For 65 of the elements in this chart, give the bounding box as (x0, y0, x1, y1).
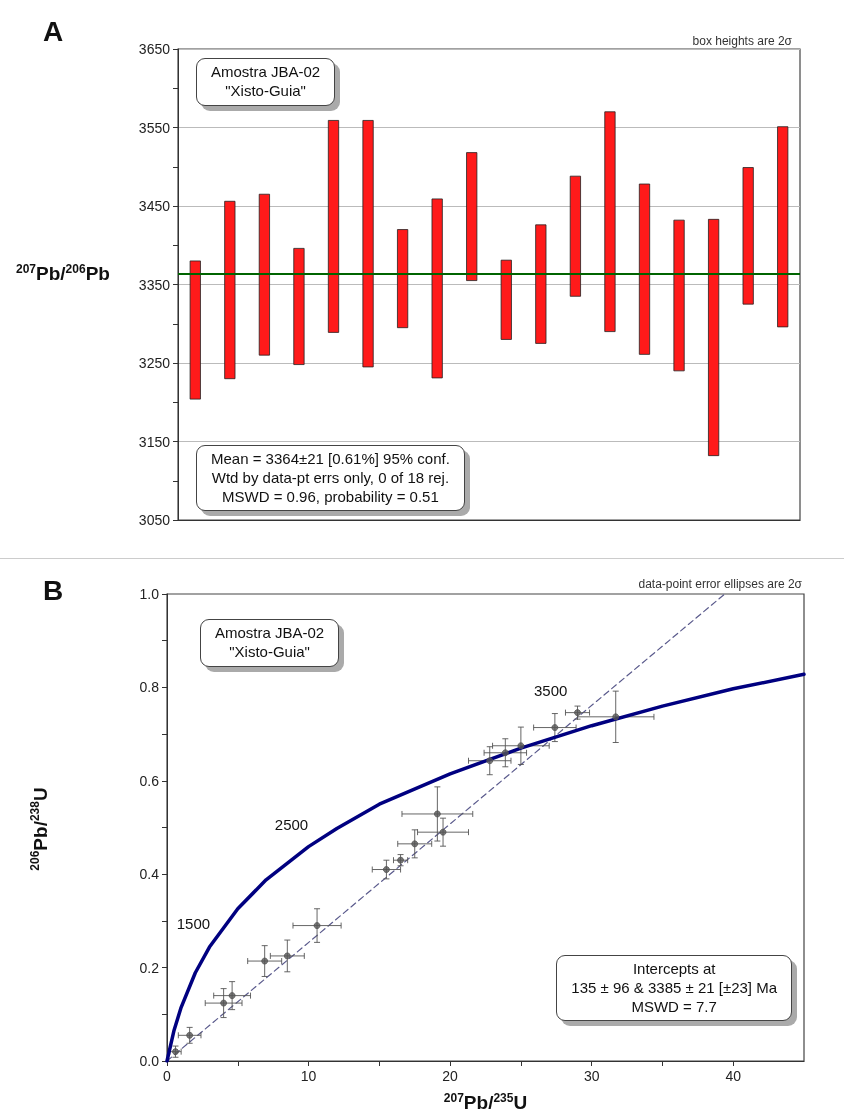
annotation: Amostra JBA-02 "Xisto-Guia" (196, 58, 336, 106)
x-tick-label: 0 (163, 1068, 172, 1084)
point (433, 810, 441, 818)
point (228, 992, 236, 1000)
bar (604, 111, 616, 332)
y-tick-label: 1.0 (139, 586, 160, 602)
bar (500, 259, 512, 340)
point (439, 828, 447, 836)
y-tick-label: 0.4 (139, 866, 160, 883)
x-tick-label: 10 (300, 1068, 317, 1084)
bar (742, 167, 754, 305)
x-tick-label: 20 (442, 1068, 459, 1084)
bar (397, 229, 409, 329)
annotation: 2500 (274, 815, 309, 833)
point (186, 1031, 194, 1039)
bar (362, 120, 374, 368)
point (283, 952, 291, 960)
y-tick-label: 0.2 (139, 959, 160, 976)
chart-title: B (43, 574, 64, 606)
y-tick-label: 0.6 (139, 772, 160, 789)
annotation: Intercepts at 135 ± 96 & 3385 ± 21 [±23] Ma MSWD = 7.7 (556, 955, 792, 1022)
y-tick-label: 3450 (138, 198, 171, 214)
y-tick-label: 0.8 (139, 679, 160, 696)
y-axis-title: $^{207}$Pb/$^{206}$Pb (16, 262, 110, 286)
bar (258, 193, 270, 356)
y-tick-label: 3250 (138, 355, 171, 371)
y-tick-label: 3650 (138, 41, 171, 57)
bar (708, 218, 720, 457)
bar (327, 120, 340, 333)
bar (535, 224, 547, 344)
y-tick-label: 3350 (138, 276, 171, 293)
point (517, 742, 525, 750)
y-tick-label: 0.0 (139, 1053, 160, 1069)
point (411, 840, 419, 848)
text: data-point error ellipses are 2σ (638, 577, 802, 591)
point (382, 866, 390, 874)
point (501, 749, 509, 757)
y-tick-label: 3050 (138, 512, 171, 528)
bar (638, 183, 651, 355)
point (574, 709, 582, 717)
point (551, 724, 559, 732)
point (313, 922, 321, 930)
point (486, 757, 494, 765)
y-tick-label: 3550 (138, 119, 171, 136)
point (612, 713, 620, 721)
bar (431, 198, 443, 379)
y-tick-label: 3150 (138, 433, 171, 450)
bar (569, 175, 581, 297)
point (220, 999, 228, 1007)
x-axis-title: $^{207}$Pb/$^{235}$U (443, 1090, 528, 1114)
bar (293, 247, 305, 365)
x-tick-label: 40 (725, 1068, 742, 1084)
bar (189, 260, 201, 400)
x-tick-label: 30 (583, 1068, 600, 1084)
bar (673, 219, 685, 372)
chart-title: A (43, 15, 64, 47)
bar (777, 126, 789, 328)
annotation: Amostra JBA-02 "Xisto-Guia" (200, 619, 340, 667)
point (261, 957, 269, 965)
annotation: 1500 (176, 914, 211, 932)
annotation: Mean = 3364±21 [0.61%] 95% conf. Wtd by data-pt errs only, 0 of 18 rej. MSWD = 0.96, probability = 0.51 (196, 445, 465, 512)
bar (224, 200, 236, 380)
text: box heights are 2σ (692, 34, 792, 48)
annotation: 3500 (533, 682, 568, 700)
bar (466, 152, 478, 281)
